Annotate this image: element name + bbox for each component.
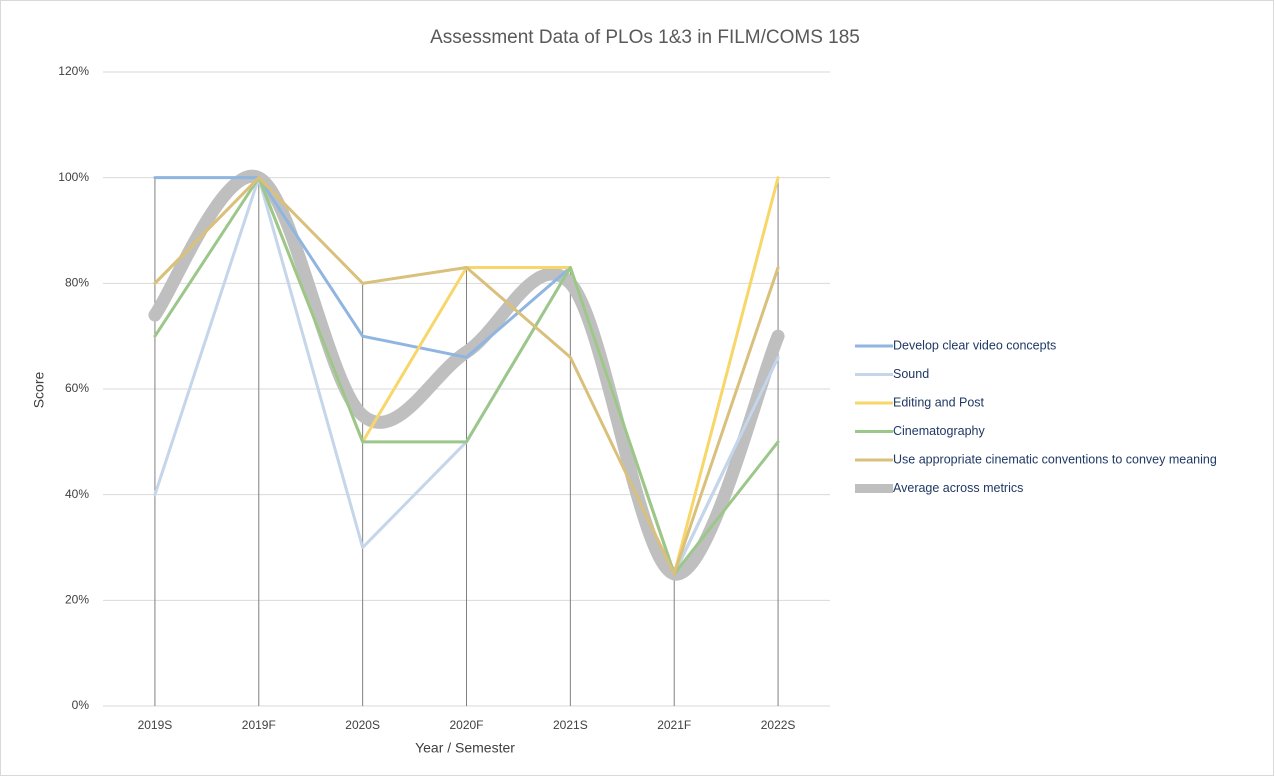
y-tick-label: 100% (58, 170, 89, 184)
legend-label: Editing and Post (893, 395, 985, 409)
x-tick-label: 2019S (138, 718, 173, 732)
legend-label: Cinematography (893, 424, 985, 438)
x-tick-label: 2021S (553, 718, 588, 732)
y-tick-label: 120% (58, 64, 89, 78)
y-axis-label: Score (31, 372, 47, 409)
x-tick-label: 2022S (761, 718, 796, 732)
legend: Develop clear video concepts Sound Editing… (855, 338, 1217, 495)
x-tick-label: 2021F (657, 718, 691, 732)
x-tick-label: 2020F (449, 718, 483, 732)
x-tick-label: 2020S (345, 718, 380, 732)
chart-title: Assessment Data of PLOs 1&3 in FILM/COMS… (430, 27, 860, 48)
y-tick-label: 20% (65, 593, 89, 607)
legend-label: Develop clear video concepts (893, 338, 1056, 352)
y-tick-label: 0% (72, 698, 90, 712)
series-line (153, 176, 780, 576)
x-axis-label: Year / Semester (415, 740, 515, 756)
legend-label: Use appropriate cinematic conventions to… (893, 452, 1217, 466)
y-tick-label: 40% (65, 487, 89, 501)
legend-label: Sound (893, 367, 929, 381)
y-tick-label: 60% (65, 381, 89, 395)
x-tick-label: 2019F (242, 718, 276, 732)
legend-label: Average across metrics (893, 481, 1023, 495)
y-tick-label: 80% (65, 276, 89, 290)
